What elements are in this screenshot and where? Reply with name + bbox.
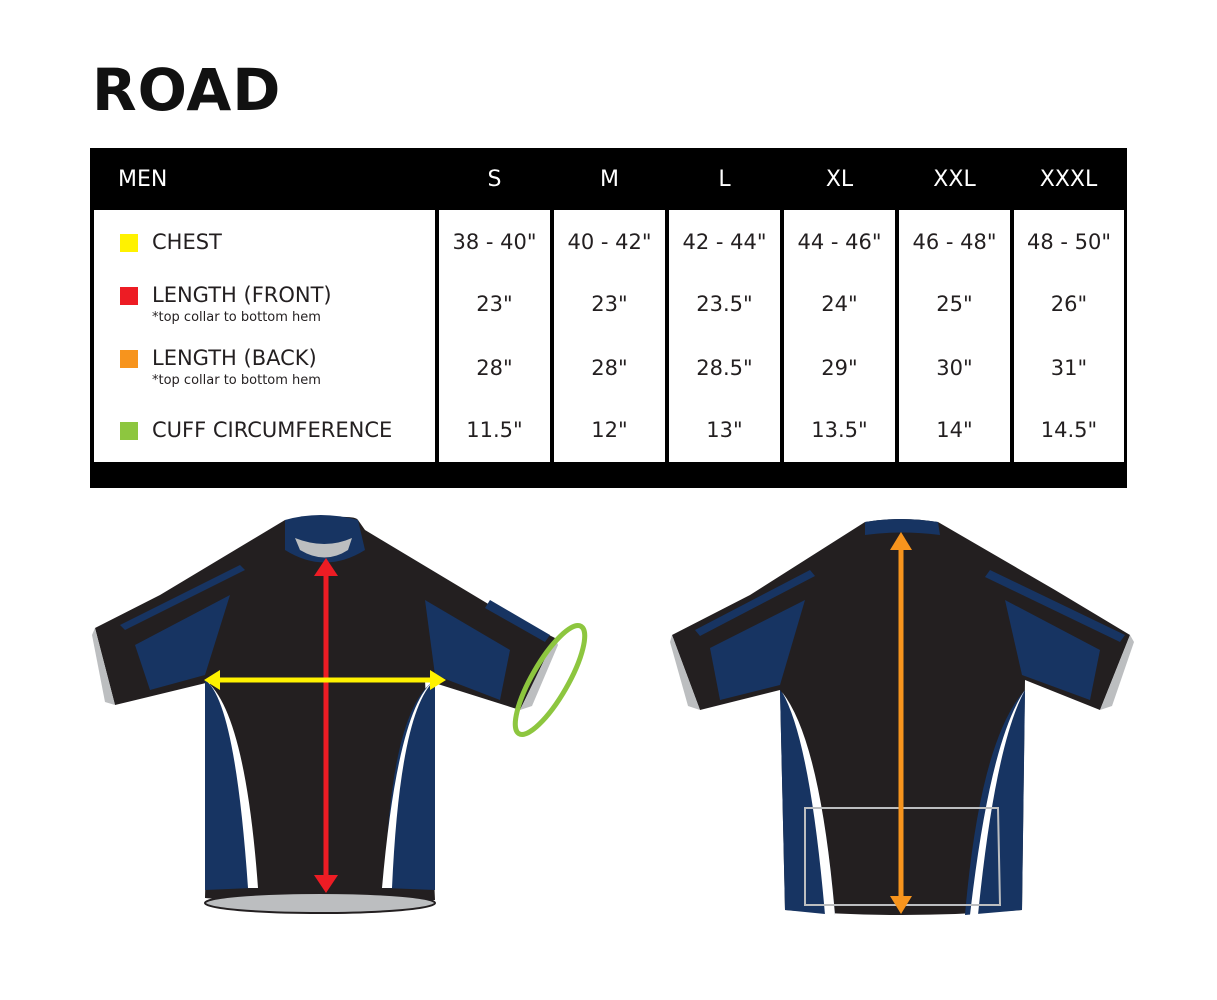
cell-value: 23.5" <box>696 292 753 316</box>
header-size: L <box>718 167 731 192</box>
cell-value: 14.5" <box>1040 418 1098 442</box>
cell-value: 12" <box>591 418 628 442</box>
cell-value: 44 - 46" <box>797 230 882 254</box>
row-label: LENGTH (FRONT) <box>152 283 332 307</box>
cell-value: 13" <box>706 418 743 442</box>
cell-value: 24" <box>821 292 858 316</box>
row-label: CUFF CIRCUMFERENCE <box>152 418 393 442</box>
size-column-xl: 44 - 46" 24" 29" 13.5" <box>784 210 895 462</box>
header-size: XL <box>825 167 854 192</box>
size-chart-table: MEN S M L XL XXL XXXL CHEST LENGTH (FRON… <box>90 148 1127 488</box>
row-note: *top collar to bottom hem <box>152 310 321 325</box>
size-column-xxl: 46 - 48" 25" 30" 14" <box>899 210 1010 462</box>
cell-value: 31" <box>1050 356 1088 380</box>
size-column-s: 38 - 40" 23" 28" 11.5" <box>439 210 550 462</box>
cell-value: 30" <box>936 356 973 380</box>
cell-value: 28" <box>591 356 628 380</box>
cell-value: 46 - 48" <box>912 230 997 254</box>
cell-value: 48 - 50" <box>1026 230 1112 254</box>
front-jersey-illustration <box>92 515 588 914</box>
table-header: MEN S M L XL XXL XXXL <box>90 148 1127 210</box>
cell-value: 29" <box>821 356 858 380</box>
row-label: LENGTH (BACK) <box>152 346 317 370</box>
row-note: *top collar to bottom hem <box>152 373 321 388</box>
row-label: CHEST <box>152 230 222 254</box>
cuff-color-swatch <box>120 422 138 440</box>
cell-value: 26" <box>1050 292 1088 316</box>
header-size: S <box>487 167 502 192</box>
cell-value: 38 - 40" <box>452 230 537 254</box>
chest-color-swatch <box>120 234 138 252</box>
cell-value: 42 - 44" <box>682 230 767 254</box>
cell-value: 40 - 42" <box>567 230 652 254</box>
size-column-m: 40 - 42" 23" 28" 12" <box>554 210 665 462</box>
length-back-color-swatch <box>120 350 138 368</box>
cell-value: 28.5" <box>696 356 753 380</box>
cell-value: 11.5" <box>466 418 523 442</box>
header-size: XXL <box>933 167 976 192</box>
cell-value: 25" <box>936 292 973 316</box>
page-title: ROAD <box>92 56 282 124</box>
cell-value: 14" <box>936 418 973 442</box>
label-column: CHEST LENGTH (FRONT) *top collar to bott… <box>94 210 435 462</box>
length-front-color-swatch <box>120 287 138 305</box>
header-size: M <box>600 167 619 192</box>
size-column-l: 42 - 44" 23.5" 28.5" 13" <box>669 210 780 462</box>
table-body: CHEST LENGTH (FRONT) *top collar to bott… <box>94 210 1124 462</box>
back-jersey-illustration <box>670 519 1134 915</box>
header-size: XXXL <box>1039 167 1098 192</box>
cell-value: 13.5" <box>811 418 868 442</box>
cell-value: 23" <box>591 292 628 316</box>
size-column-xxxl: 48 - 50" 26" 31" 14.5" <box>1014 210 1124 462</box>
cell-value: 23" <box>476 292 513 316</box>
header-men: MEN <box>118 167 168 192</box>
cell-value: 28" <box>476 356 513 380</box>
